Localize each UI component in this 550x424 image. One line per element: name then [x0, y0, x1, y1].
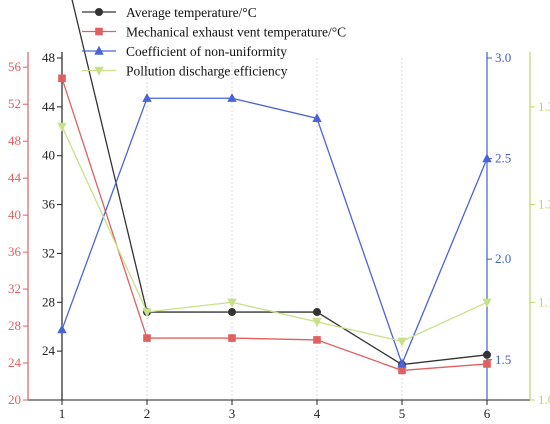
- y-tick-label-nonuniformity: 2.5: [495, 151, 511, 166]
- data-point-1-3: [313, 336, 321, 344]
- series-line-1: [61, 78, 488, 372]
- data-point-3-1: [142, 308, 152, 318]
- y-tick-label-pollution: 1.0: [538, 392, 550, 407]
- data-point-2-5: [482, 153, 492, 163]
- y-tick-label-temp_black: 48: [42, 50, 55, 65]
- x-tick-label: 5: [399, 406, 406, 421]
- data-point-3-0: [57, 122, 67, 132]
- legend-label: Mechanical exhaust vent temperature/°C: [126, 25, 346, 40]
- x-tick-label: 3: [229, 406, 236, 421]
- data-point-3-2: [227, 298, 237, 308]
- legend-label: Pollution discharge efficiency: [126, 64, 288, 79]
- legend-marker-0: [95, 8, 103, 16]
- data-point-2-4: [397, 358, 407, 368]
- y-tick-label-temp_red: 40: [8, 207, 21, 222]
- y-tick-label-pollution: 1.3: [538, 99, 550, 114]
- legend-label: Coefficient of non-uniformity: [126, 44, 287, 59]
- axes: 1 2 3 4 5 62024283236404448525624283236404448…: [8, 50, 550, 421]
- y-tick-label-temp_black: 28: [42, 294, 55, 309]
- y-tick-label-temp_black: 40: [42, 148, 55, 163]
- y-tick-label-temp_black: 24: [42, 343, 56, 358]
- series-line-2: [61, 97, 488, 366]
- data-point-0-2: [228, 308, 236, 317]
- y-tick-label-temp_red: 28: [8, 318, 21, 333]
- data-point-0-3: [313, 308, 321, 317]
- x-tick-label: 2: [144, 406, 151, 421]
- legend-label: Average temperature/°C: [126, 5, 257, 20]
- data-point-1-1: [143, 334, 151, 342]
- y-tick-label-temp_red: 48: [8, 133, 21, 148]
- data-point-3-3: [312, 318, 322, 328]
- data-point-2-3: [312, 113, 322, 123]
- legend-marker-1: [95, 27, 103, 36]
- y-tick-label-pollution: 1.2: [538, 197, 550, 212]
- data-point-1-0: [58, 74, 66, 83]
- x-tick-label: 1: [59, 406, 66, 421]
- y-tick-label-temp_red: 24: [8, 355, 22, 370]
- y-tick-label-nonuniformity: 1.5: [495, 352, 511, 367]
- data-point-1-2: [228, 334, 236, 342]
- legend: Average temperature/°C Mechanical exhaust…: [82, 5, 346, 79]
- legend-marker-2: [94, 45, 104, 55]
- y-tick-label-temp_black: 32: [42, 245, 55, 260]
- data-point-3-5: [482, 298, 492, 308]
- y-tick-label-temp_black: 44: [42, 99, 56, 114]
- y-tick-label-temp_red: 36: [8, 244, 22, 259]
- y-tick-label-nonuniformity: 2.0: [495, 251, 511, 266]
- gridlines: [146, 58, 488, 400]
- data-point-2-2: [227, 93, 237, 102]
- data-point-0-5: [483, 350, 491, 359]
- data-point-3-4: [397, 337, 407, 347]
- legend-marker-3: [94, 66, 104, 76]
- data-point-2-0: [57, 324, 67, 334]
- data-point-1-5: [483, 360, 491, 368]
- y-tick-label-temp_red: 52: [8, 96, 21, 111]
- plot-area: [57, 0, 492, 375]
- y-tick-label-temp_red: 44: [8, 170, 22, 185]
- y-tick-label-temp_black: 36: [42, 197, 56, 212]
- y-tick-label-temp_red: 20: [8, 392, 21, 407]
- y-tick-label-nonuniformity: 3.0: [495, 50, 511, 65]
- y-tick-label-temp_red: 56: [8, 59, 22, 74]
- data-point-1-4: [398, 366, 406, 375]
- series-line-3: [61, 126, 488, 343]
- y-tick-label-pollution: 1.1: [538, 294, 550, 309]
- x-tick-label: 6: [484, 406, 491, 421]
- data-point-2-1: [142, 93, 152, 102]
- y-tick-label-temp_red: 32: [8, 281, 21, 296]
- x-tick-label: 4: [314, 406, 321, 421]
